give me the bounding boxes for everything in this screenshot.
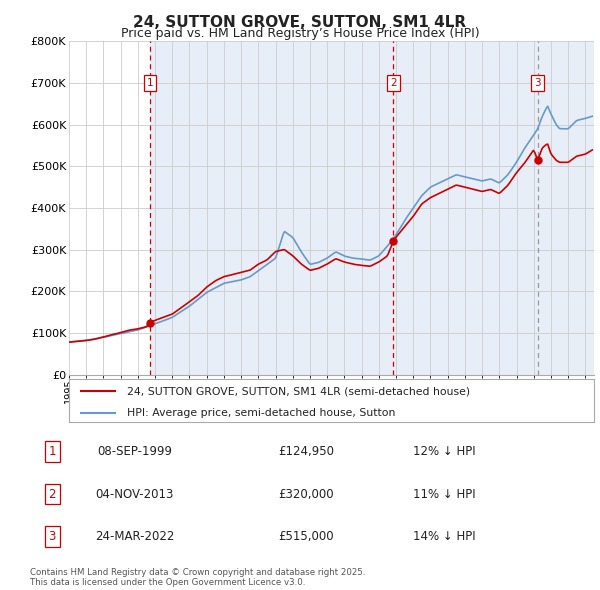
- Text: 1: 1: [146, 78, 153, 88]
- Text: 3: 3: [535, 78, 541, 88]
- Text: 14% ↓ HPI: 14% ↓ HPI: [413, 530, 475, 543]
- Text: 24, SUTTON GROVE, SUTTON, SM1 4LR: 24, SUTTON GROVE, SUTTON, SM1 4LR: [133, 15, 467, 30]
- Text: 11% ↓ HPI: 11% ↓ HPI: [413, 487, 475, 501]
- Text: 2: 2: [390, 78, 397, 88]
- Text: 3: 3: [49, 530, 56, 543]
- Text: 12% ↓ HPI: 12% ↓ HPI: [413, 445, 475, 458]
- Text: 1: 1: [49, 445, 56, 458]
- Text: 08-SEP-1999: 08-SEP-1999: [97, 445, 172, 458]
- Text: 24-MAR-2022: 24-MAR-2022: [95, 530, 175, 543]
- Text: HPI: Average price, semi-detached house, Sutton: HPI: Average price, semi-detached house,…: [127, 408, 395, 418]
- Text: £320,000: £320,000: [278, 487, 334, 501]
- Text: £124,950: £124,950: [278, 445, 334, 458]
- Text: Price paid vs. HM Land Registry’s House Price Index (HPI): Price paid vs. HM Land Registry’s House …: [121, 27, 479, 40]
- Text: 04-NOV-2013: 04-NOV-2013: [95, 487, 174, 501]
- Text: Contains HM Land Registry data © Crown copyright and database right 2025.
This d: Contains HM Land Registry data © Crown c…: [30, 568, 365, 587]
- Text: 24, SUTTON GROVE, SUTTON, SM1 4LR (semi-detached house): 24, SUTTON GROVE, SUTTON, SM1 4LR (semi-…: [127, 386, 470, 396]
- Text: 2: 2: [49, 487, 56, 501]
- Text: £515,000: £515,000: [278, 530, 334, 543]
- Bar: [150, 41, 594, 375]
